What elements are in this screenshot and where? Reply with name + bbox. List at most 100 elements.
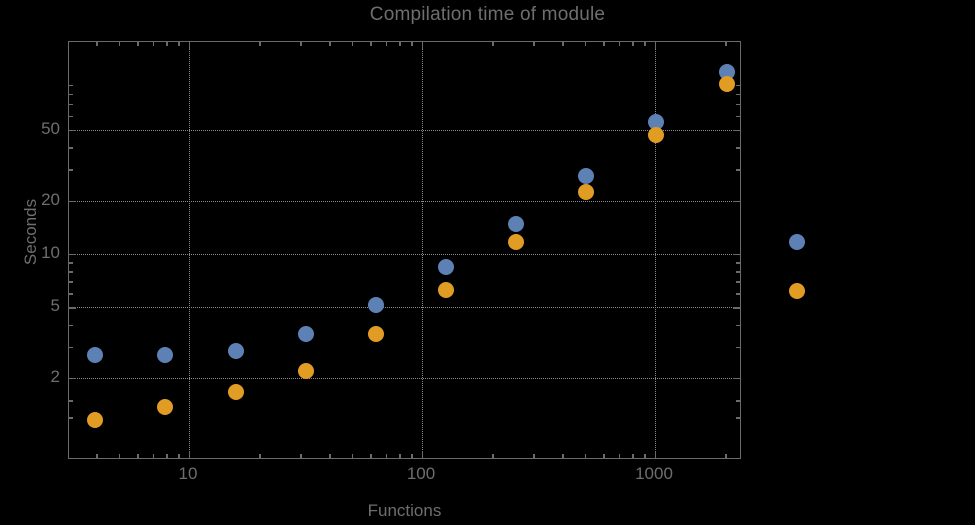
data-point — [648, 127, 665, 144]
x-axis-tick-labels: 10 100 1000 — [68, 464, 741, 490]
x-axis-minor-tick — [166, 454, 168, 458]
x-axis-minor-tick — [259, 454, 261, 458]
data-point — [227, 383, 244, 400]
x-axis-minor-tick — [137, 42, 139, 46]
x-axis-minor-tick — [562, 42, 564, 46]
y-axis-minor-tick — [736, 271, 740, 273]
x-axis-tick — [422, 451, 424, 458]
data-point — [367, 296, 384, 313]
y-axis-minor-tick — [736, 147, 740, 149]
data-point — [227, 343, 244, 360]
data-point — [718, 75, 735, 92]
x-axis-minor-tick — [411, 42, 413, 46]
x-axis-minor-tick — [385, 454, 388, 458]
x-axis-minor-tick — [351, 42, 354, 46]
y-axis-minor-tick — [69, 293, 73, 295]
x-axis-minor-tick — [96, 42, 98, 46]
x-axis-tick — [655, 42, 657, 49]
y-axis-minor-tick — [69, 93, 73, 96]
x-axis-minor-tick — [632, 454, 634, 458]
data-point — [437, 259, 454, 276]
y-axis-minor-tick — [69, 169, 73, 171]
data-point — [437, 281, 454, 298]
data-point — [367, 325, 384, 342]
plot-frame — [68, 41, 741, 459]
x-axis-minor-tick — [96, 454, 98, 458]
x-axis-minor-tick — [152, 454, 155, 458]
y-axis-minor-tick — [736, 262, 740, 264]
x-axis-minor-tick — [618, 454, 621, 458]
y-axis-minor-tick — [736, 346, 740, 349]
x-axis-minor-tick — [137, 454, 139, 458]
y-axis-tick-label: 20 — [41, 189, 60, 209]
x-axis-minor-tick — [533, 42, 535, 46]
data-point — [508, 234, 525, 251]
axis-ticks — [69, 42, 740, 458]
y-axis-minor-tick — [69, 115, 73, 118]
x-axis-tick — [189, 451, 191, 458]
y-axis-minor-tick — [69, 324, 73, 326]
x-axis-minor-tick — [584, 454, 587, 458]
data-point — [87, 347, 104, 364]
y-axis-tick-labels: 50 20 10 5 2 — [14, 41, 60, 459]
y-axis-minor-tick — [736, 84, 740, 87]
x-axis-minor-tick — [166, 42, 168, 46]
y-axis-tick — [69, 130, 76, 132]
data-point — [87, 411, 104, 428]
x-axis-minor-tick — [351, 454, 354, 458]
y-axis-minor-tick — [69, 417, 73, 419]
y-axis-minor-tick — [736, 400, 740, 402]
x-axis-minor-tick — [370, 42, 372, 46]
x-axis-minor-tick — [118, 42, 121, 46]
y-axis-tick — [733, 130, 740, 132]
y-axis-tick-label: 50 — [41, 119, 60, 138]
x-axis-minor-tick — [618, 42, 621, 46]
data-point — [648, 113, 665, 130]
gridline-vertical — [655, 42, 656, 458]
x-axis-minor-tick — [644, 42, 646, 46]
x-axis-minor-tick — [492, 454, 494, 458]
y-axis-tick — [69, 200, 76, 202]
y-axis-minor-tick — [736, 293, 740, 295]
data-point — [578, 184, 595, 201]
x-axis-minor-tick — [399, 454, 401, 458]
x-axis-minor-tick — [603, 454, 605, 458]
y-axis-minor-tick — [69, 281, 73, 283]
y-axis-minor-tick — [736, 93, 740, 96]
gridline-horizontal — [69, 200, 740, 202]
x-axis-minor-tick — [562, 454, 564, 458]
x-axis-minor-tick — [725, 42, 727, 46]
x-axis-minor-tick — [584, 42, 587, 46]
y-axis-minor-tick — [69, 104, 73, 106]
x-axis-minor-tick — [118, 454, 121, 458]
x-axis-minor-tick — [329, 42, 331, 46]
x-axis-minor-tick — [178, 454, 180, 458]
gridline-horizontal — [69, 130, 740, 131]
gridline-vertical — [422, 42, 423, 458]
gridline-horizontal — [69, 254, 740, 255]
y-axis-minor-tick — [736, 417, 740, 419]
chart-title: Compilation time of module — [369, 4, 606, 25]
data-point — [508, 216, 525, 233]
x-axis-minor-tick — [632, 42, 634, 46]
x-axis-minor-tick — [152, 42, 155, 46]
y-axis-minor-tick — [69, 346, 73, 349]
x-axis-title: Functions — [367, 501, 442, 520]
data-point — [788, 283, 805, 300]
y-axis-tick — [69, 254, 76, 256]
y-axis-tick — [733, 254, 740, 256]
x-axis-tick-label: 100 — [406, 464, 436, 483]
x-axis-minor-tick — [385, 42, 388, 46]
data-point — [297, 363, 314, 380]
y-axis-tick — [733, 307, 740, 309]
x-axis-tick — [422, 42, 424, 49]
y-axis-tick-label: 10 — [41, 243, 60, 262]
y-axis-tick — [733, 377, 740, 380]
y-axis-tick-label: 5 — [50, 296, 60, 316]
y-axis-minor-tick — [69, 400, 73, 402]
gridline-horizontal — [69, 307, 740, 309]
y-axis-minor-tick — [69, 271, 73, 273]
gridline-horizontal — [69, 377, 740, 379]
